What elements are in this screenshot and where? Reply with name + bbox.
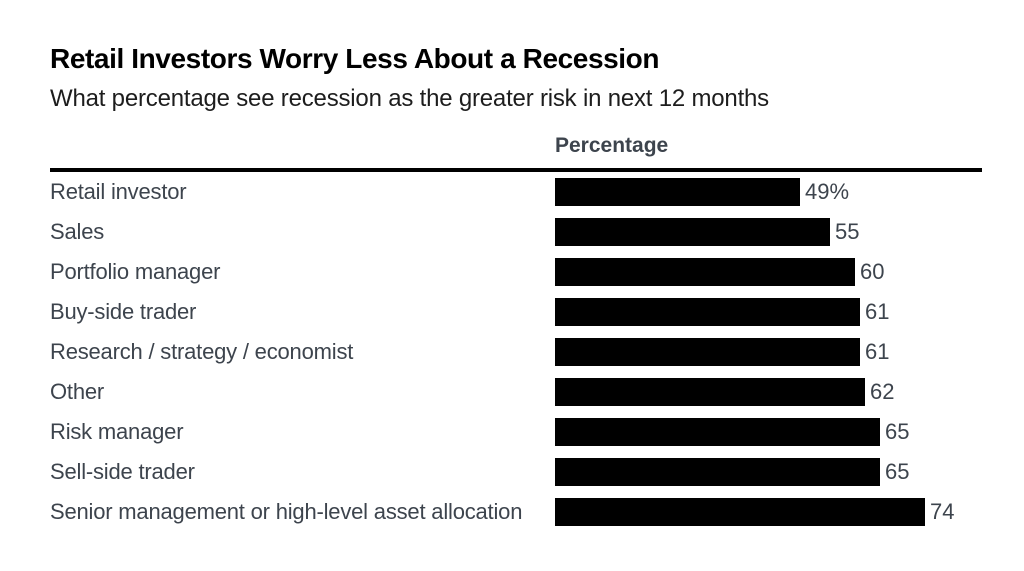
bar xyxy=(555,498,925,526)
value-label: 61 xyxy=(865,299,890,324)
header-rule xyxy=(50,168,982,172)
bar-track: 61 xyxy=(555,292,889,332)
category-label: Sales xyxy=(50,219,105,244)
category-label: Portfolio manager xyxy=(50,259,221,284)
value-label: 62 xyxy=(870,379,895,404)
bar-track: 74 xyxy=(555,492,954,532)
category-label: Other xyxy=(50,379,105,404)
bar-track: 60 xyxy=(555,252,884,292)
category-label: Research / strategy / economist xyxy=(50,339,354,364)
chart-row: Other 62 xyxy=(50,372,982,412)
value-label: 74 xyxy=(930,499,955,524)
bar-track: 49% xyxy=(555,172,849,212)
bar-rows: Retail investor 49% Sales 55 Portfolio manag… xyxy=(50,172,982,532)
value-label: 61 xyxy=(865,339,890,364)
chart-row: Research / strategy / economist 61 xyxy=(50,332,982,372)
value-label: 55 xyxy=(835,219,860,244)
category-label: Senior management or high-level asset al… xyxy=(50,499,523,524)
value-label: 49% xyxy=(805,179,850,204)
category-label: Buy-side trader xyxy=(50,299,197,324)
category-label: Retail investor xyxy=(50,179,187,204)
chart-row: Senior management or high-level asset al… xyxy=(50,492,982,532)
chart-row: Retail investor 49% xyxy=(50,172,982,212)
category-label: Risk manager xyxy=(50,419,184,444)
bar xyxy=(555,458,880,486)
bar xyxy=(555,258,855,286)
bar-track: 55 xyxy=(555,212,859,252)
chart-row: Buy-side trader 61 xyxy=(50,292,982,332)
bar xyxy=(555,178,800,206)
value-label: 65 xyxy=(885,419,910,444)
bar xyxy=(555,378,865,406)
category-label: Sell-side trader xyxy=(50,459,195,484)
value-axis-label: Percentage xyxy=(555,134,669,157)
value-label: 65 xyxy=(885,459,910,484)
bar-track: 62 xyxy=(555,372,894,412)
chart-subtitle: What percentage see recession as the gre… xyxy=(50,85,769,112)
chart-row: Sell-side trader 65 xyxy=(50,452,982,492)
chart-row: Sales 55 xyxy=(50,212,982,252)
chart-row: Portfolio manager 60 xyxy=(50,252,982,292)
bar xyxy=(555,218,830,246)
bar-track: 65 xyxy=(555,412,909,452)
chart-title: Retail Investors Worry Less About a Rece… xyxy=(50,43,660,74)
bar xyxy=(555,298,860,326)
bar xyxy=(555,418,880,446)
bar-track: 61 xyxy=(555,332,889,372)
chart-row: Risk manager 65 xyxy=(50,412,982,452)
value-label: 60 xyxy=(860,259,885,284)
bar-track: 65 xyxy=(555,452,909,492)
bar xyxy=(555,338,860,366)
